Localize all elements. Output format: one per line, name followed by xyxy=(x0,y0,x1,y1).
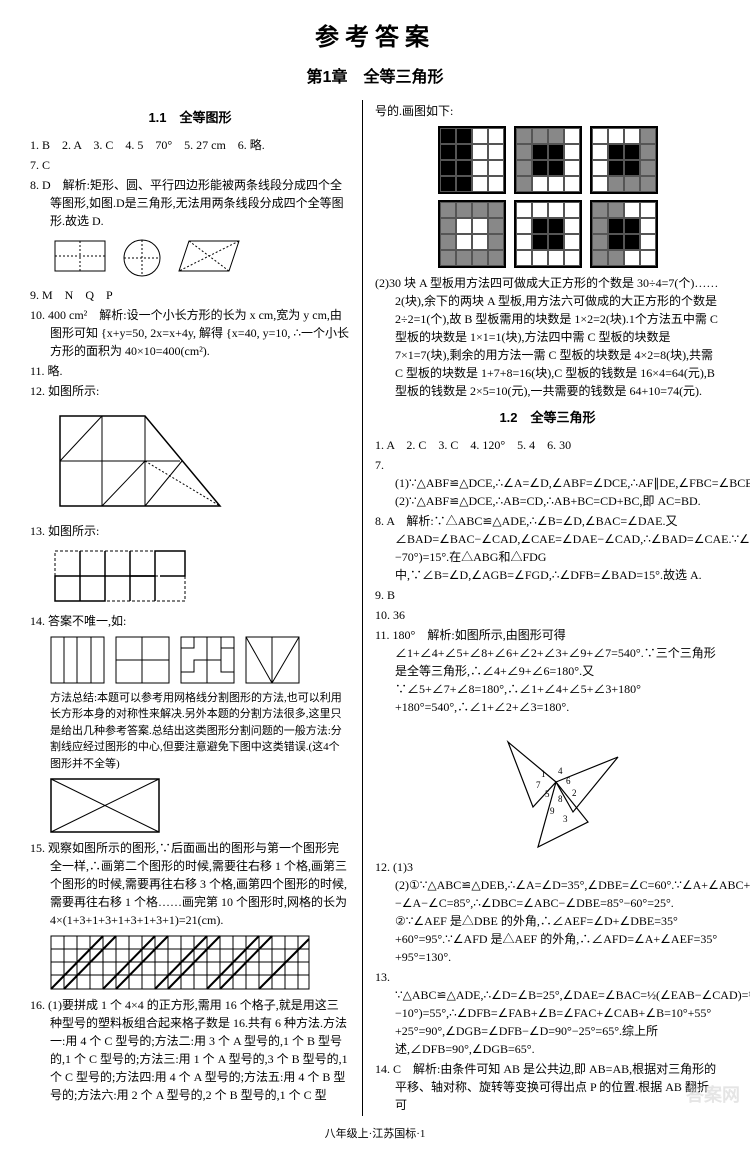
tile-f xyxy=(590,200,658,268)
answer-line: 10. 400 cm² 解析:设一个小长方形的长为 x cm,宽为 y cm,由… xyxy=(30,306,350,360)
overlap-pattern xyxy=(50,935,310,990)
svg-text:6: 6 xyxy=(566,776,571,786)
tile-c xyxy=(590,126,658,194)
answer-line: 1. A 2. C 3. C 4. 120° 5. 4 6. 30 xyxy=(375,436,720,454)
rect-diagram xyxy=(50,236,110,276)
answer-line: 8. D 解析:矩形、圆、平行四边形能被两条线段分成四个全等图形,如图.D是三角… xyxy=(30,176,350,230)
q14-diagrams xyxy=(50,636,350,684)
left-column: 1.1 全等图形 1. B 2. A 3. C 4. 5 70° 5. 27 c… xyxy=(30,100,363,1116)
answer-line: 10. 36 xyxy=(375,606,720,624)
section-1-2-title: 1.2 全等三角形 xyxy=(375,408,720,428)
wrong-split xyxy=(50,778,160,833)
parallelogram-diagram xyxy=(174,236,244,276)
tile-row-1 xyxy=(375,126,720,194)
answer-line: (2)30 块 A 型板用方法四可做成大正方形的个数是 30÷4=7(个)……2… xyxy=(375,274,720,400)
tile-e xyxy=(514,200,582,268)
q8-diagrams xyxy=(50,236,350,280)
q14-wrong xyxy=(50,778,350,833)
tile-a xyxy=(438,126,506,194)
q13-diagram xyxy=(50,546,350,606)
answer-line: 12. 如图所示: xyxy=(30,382,350,400)
trapezoid-split xyxy=(50,406,230,516)
method-note: 方法总结:本题可以参考用网格线分割图形的方法,也可以利用长方形本身的对称性来解决… xyxy=(50,690,350,773)
svg-text:3: 3 xyxy=(563,814,568,824)
svg-text:2: 2 xyxy=(572,788,577,798)
split-d xyxy=(245,636,300,684)
tile-b xyxy=(514,126,582,194)
split-c xyxy=(180,636,235,684)
answer-line: 13. 如图所示: xyxy=(30,522,350,540)
q12-diagram xyxy=(50,406,350,516)
svg-text:8: 8 xyxy=(558,794,563,804)
answer-line: 9. M N Q P xyxy=(30,286,350,304)
svg-text:4: 4 xyxy=(558,766,563,776)
section-1-1-title: 1.1 全等图形 xyxy=(30,108,350,128)
answer-line: 9. B xyxy=(375,586,720,604)
chapter-title: 第1章 全等三角形 xyxy=(30,66,720,90)
split-b xyxy=(115,636,170,684)
page-footer: 八年级上·江苏国标·1 xyxy=(30,1126,720,1143)
watermark: 答案网 xyxy=(686,1082,740,1109)
answer-line: 7. (1)∵△ABF≌△DCE,∴∠A=∠D,∠ABF=∠DCE,∴AF∥DE… xyxy=(375,456,720,510)
cross-split xyxy=(50,546,190,606)
three-triangles: 1 4 62 85 7 9 3 xyxy=(478,722,638,852)
answer-line: 1. B 2. A 3. C 4. 5 70° 5. 27 cm 6. 略. xyxy=(30,136,350,154)
tile-d xyxy=(438,200,506,268)
answer-line: 12. (1)3 (2)①∵△ABC≌△DEB,∴∠A=∠D=35°,∠DBE=… xyxy=(375,858,720,966)
right-column: 号的.画图如下: xyxy=(363,100,720,1116)
answer-line: 7. C xyxy=(30,156,350,174)
svg-text:5: 5 xyxy=(545,789,550,799)
q11-diagram: 1 4 62 85 7 9 3 xyxy=(395,722,720,852)
svg-text:7: 7 xyxy=(536,780,541,790)
answer-line: 13. ∵△ABC≌△ADE,∴∠D=∠B=25°,∠DAE=∠BAC=½(∠E… xyxy=(375,968,720,1058)
svg-text:1: 1 xyxy=(541,769,546,779)
answer-line: 8. A 解析:∵△ABC≌△ADE,∴∠B=∠D,∠BAC=∠DAE.又∠BA… xyxy=(375,512,720,584)
answer-line: 16. (1)要拼成 1 个 4×4 的正方形,需用 16 个格子,就是用这三种… xyxy=(30,996,350,1104)
q15-diagram xyxy=(50,935,350,990)
answer-line: 14. 答案不唯一,如: xyxy=(30,612,350,630)
circle-diagram xyxy=(120,236,164,280)
answer-line: 15. 观察如图所示的图形,∵后面画出的图形与第一个图形完全一样,∴画第二个图形… xyxy=(30,839,350,929)
tile-row-2 xyxy=(375,200,720,268)
main-title: 参考答案 xyxy=(30,20,720,56)
two-column-layout: 1.1 全等图形 1. B 2. A 3. C 4. 5 70° 5. 27 c… xyxy=(30,100,720,1116)
answer-line: 11. 180° 解析:如图所示,由图形可得∠1+∠4+∠5+∠8+∠6+∠2+… xyxy=(375,626,720,716)
split-a xyxy=(50,636,105,684)
svg-text:9: 9 xyxy=(550,806,555,816)
answer-line: 14. C 解析:由条件可知 AB 是公共边,即 AB=AB,根据对三角形的平移… xyxy=(375,1060,720,1114)
answer-line: 号的.画图如下: xyxy=(375,102,720,120)
answer-line: 11. 略. xyxy=(30,362,350,380)
